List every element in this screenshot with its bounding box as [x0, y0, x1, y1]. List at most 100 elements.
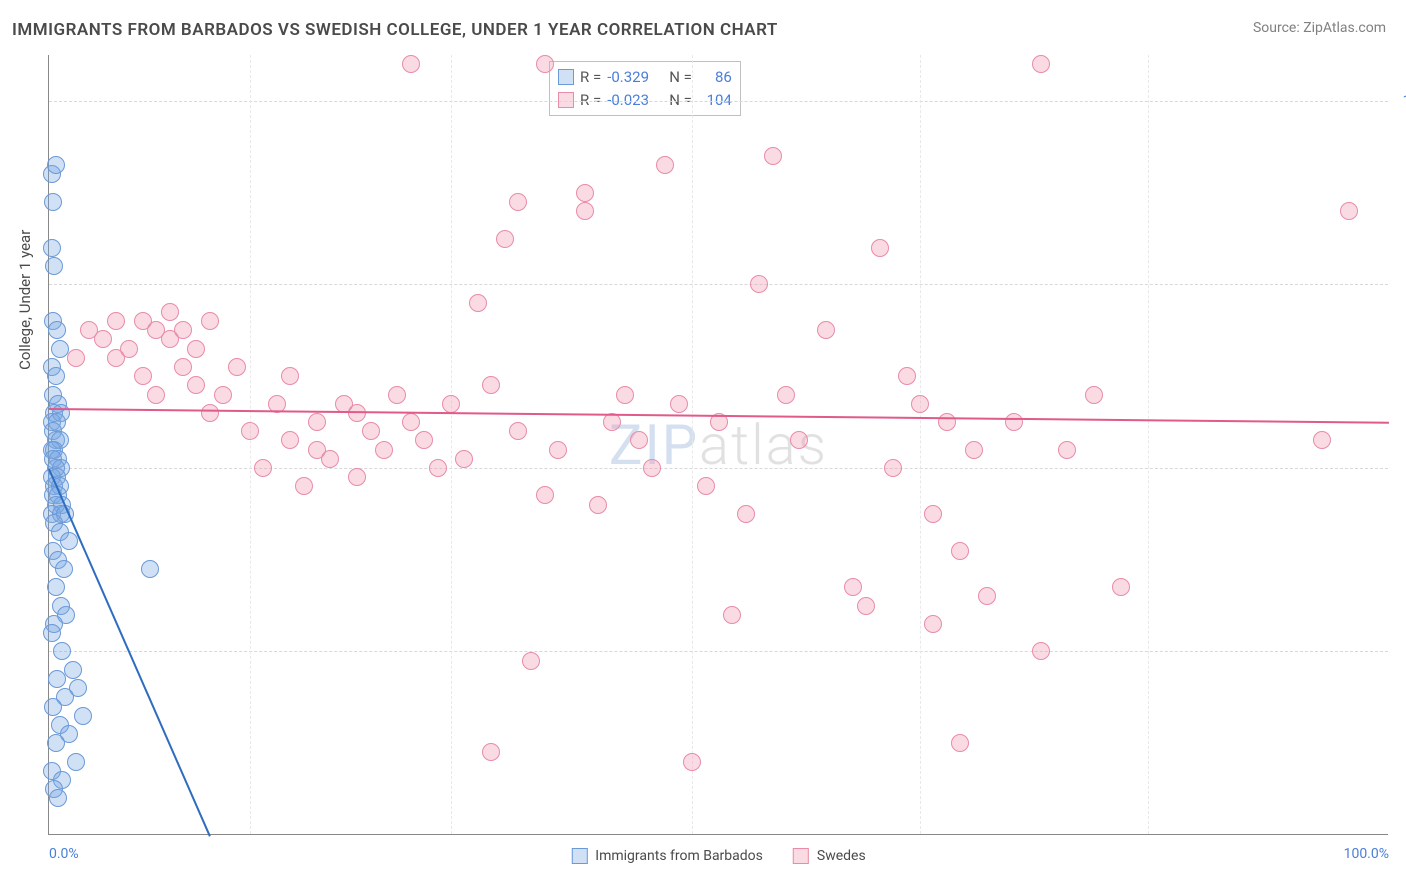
- scatter-point: [53, 642, 71, 660]
- scatter-point: [74, 707, 92, 725]
- legend-label: Swedes: [817, 848, 866, 864]
- chart-title: IMMIGRANTS FROM BARBADOS VS SWEDISH COLL…: [12, 20, 778, 40]
- scatter-point: [228, 358, 246, 376]
- scatter-point: [43, 624, 61, 642]
- x-tick-label: 0.0%: [49, 846, 79, 862]
- scatter-point: [161, 303, 179, 321]
- scatter-point: [697, 477, 715, 495]
- legend-label: Immigrants from Barbados: [595, 848, 763, 864]
- scatter-point: [295, 477, 313, 495]
- scatter-point: [94, 330, 112, 348]
- stats-swatch: [558, 92, 574, 108]
- scatter-point: [978, 587, 996, 605]
- gridline-v: [451, 55, 452, 834]
- scatter-point: [429, 459, 447, 477]
- scatter-point: [630, 431, 648, 449]
- scatter-point: [134, 367, 152, 385]
- scatter-point: [683, 753, 701, 771]
- scatter-point: [402, 55, 420, 73]
- scatter-point: [857, 597, 875, 615]
- scatter-point: [43, 239, 61, 257]
- scatter-point: [47, 156, 65, 174]
- scatter-point: [1058, 441, 1076, 459]
- plot-area: ZIPatlas R =-0.329N =86R =-0.023N =104 I…: [48, 55, 1388, 835]
- scatter-point: [187, 376, 205, 394]
- scatter-point: [201, 404, 219, 422]
- legend-swatch: [793, 848, 809, 864]
- scatter-point: [576, 184, 594, 202]
- stats-n-value: 86: [698, 66, 732, 89]
- scatter-point: [120, 340, 138, 358]
- scatter-point: [737, 505, 755, 523]
- scatter-point: [415, 431, 433, 449]
- stats-r-label: R =: [580, 66, 601, 89]
- correlation-stats-box: R =-0.329N =86R =-0.023N =104: [549, 61, 741, 116]
- scatter-point: [469, 294, 487, 312]
- scatter-point: [656, 156, 674, 174]
- scatter-point: [938, 413, 956, 431]
- scatter-point: [174, 321, 192, 339]
- y-tick-label: 100.0%: [1393, 93, 1406, 109]
- scatter-point: [576, 202, 594, 220]
- scatter-point: [1340, 202, 1358, 220]
- scatter-point: [670, 395, 688, 413]
- scatter-point: [764, 147, 782, 165]
- gridline-v: [920, 55, 921, 834]
- scatter-point: [44, 193, 62, 211]
- scatter-point: [522, 652, 540, 670]
- source-attribution: Source: ZipAtlas.com: [1253, 20, 1386, 36]
- scatter-point: [362, 422, 380, 440]
- scatter-point: [48, 670, 66, 688]
- scatter-point: [67, 753, 85, 771]
- scatter-point: [509, 193, 527, 211]
- y-tick-label: 60.0%: [1393, 460, 1406, 476]
- scatter-point: [321, 450, 339, 468]
- scatter-point: [750, 275, 768, 293]
- scatter-point: [147, 386, 165, 404]
- scatter-point: [281, 367, 299, 385]
- scatter-point: [1032, 55, 1050, 73]
- scatter-point: [60, 532, 78, 550]
- stats-row: R =-0.023N =104: [558, 89, 732, 112]
- scatter-point: [375, 441, 393, 459]
- scatter-point: [214, 386, 232, 404]
- scatter-point: [643, 459, 661, 477]
- scatter-point: [64, 661, 82, 679]
- scatter-point: [536, 55, 554, 73]
- gridline-v: [692, 55, 693, 834]
- scatter-point: [616, 386, 634, 404]
- scatter-point: [549, 441, 567, 459]
- scatter-point: [47, 578, 65, 596]
- scatter-point: [482, 743, 500, 761]
- scatter-point: [924, 615, 942, 633]
- scatter-point: [496, 230, 514, 248]
- scatter-point: [1112, 578, 1130, 596]
- scatter-point: [49, 789, 67, 807]
- scatter-point: [388, 386, 406, 404]
- scatter-point: [442, 395, 460, 413]
- stats-n-label: N =: [669, 66, 692, 89]
- y-tick-label: 40.0%: [1393, 643, 1406, 659]
- scatter-point: [844, 578, 862, 596]
- scatter-point: [790, 431, 808, 449]
- scatter-point: [589, 496, 607, 514]
- scatter-point: [924, 505, 942, 523]
- scatter-point: [254, 459, 272, 477]
- scatter-point: [1313, 431, 1331, 449]
- gridline-v: [250, 55, 251, 834]
- scatter-point: [455, 450, 473, 468]
- scatter-point: [723, 606, 741, 624]
- stats-row: R =-0.329N =86: [558, 66, 732, 89]
- scatter-point: [509, 422, 527, 440]
- legend-swatch: [571, 848, 587, 864]
- scatter-point: [777, 386, 795, 404]
- scatter-point: [871, 239, 889, 257]
- scatter-point: [348, 468, 366, 486]
- scatter-point: [45, 257, 63, 275]
- scatter-point: [898, 367, 916, 385]
- scatter-point: [281, 431, 299, 449]
- y-tick-label: 80.0%: [1393, 276, 1406, 292]
- stats-n-value: 104: [698, 89, 732, 112]
- y-axis-label: College, Under 1 year: [16, 230, 34, 370]
- scatter-point: [817, 321, 835, 339]
